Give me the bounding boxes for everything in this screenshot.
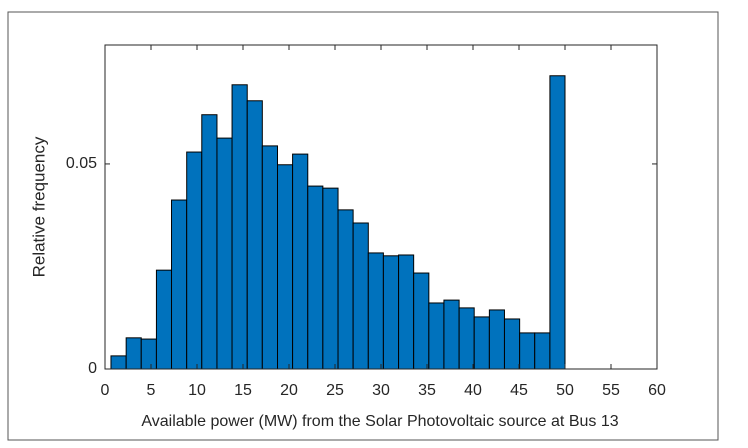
bar [125,337,142,370]
x-tick-label: 30 [372,382,390,399]
x-tick-label: 25 [326,382,344,399]
bar [261,145,279,370]
bar [413,272,430,370]
x-tick-label: 55 [602,382,620,399]
x-tick-label: 0 [101,382,110,399]
bar [140,338,157,370]
bar [458,307,475,370]
x-tick-label: 5 [147,382,156,399]
x-tick-label: 10 [188,382,206,399]
bar [277,164,294,370]
bar [246,100,263,370]
bar [216,137,233,370]
x-tick-label: 50 [556,382,574,399]
bar [201,114,218,370]
x-tick-label: 40 [464,382,482,399]
bar [307,185,324,370]
bar [110,355,127,370]
bar [231,84,248,370]
x-tick-label: 60 [648,382,666,399]
y-tick-label: 0.05 [66,155,97,172]
bar [398,254,415,370]
x-tick-label: 15 [234,382,252,399]
x-tick-label: 20 [280,382,298,399]
bar [171,199,188,370]
x-tick-label: 45 [510,382,528,399]
bar [352,222,369,370]
x-tick-label: 35 [418,382,436,399]
bar [488,309,505,370]
bar [519,332,536,370]
bar [473,316,490,370]
x-axis-label: Available power (MW) from the Solar Phot… [141,413,618,430]
y-axis-label: Relative frequency [29,136,48,277]
bar [367,252,384,370]
y-tick-label: 0 [88,360,97,377]
bar [428,302,445,370]
bar [382,255,400,370]
bar [534,332,551,370]
bar [503,318,521,370]
bar [155,269,173,370]
bar [549,75,566,370]
bar [292,153,309,370]
bar [186,151,203,370]
bar [337,209,354,370]
bar [443,299,460,370]
bar [322,187,339,370]
